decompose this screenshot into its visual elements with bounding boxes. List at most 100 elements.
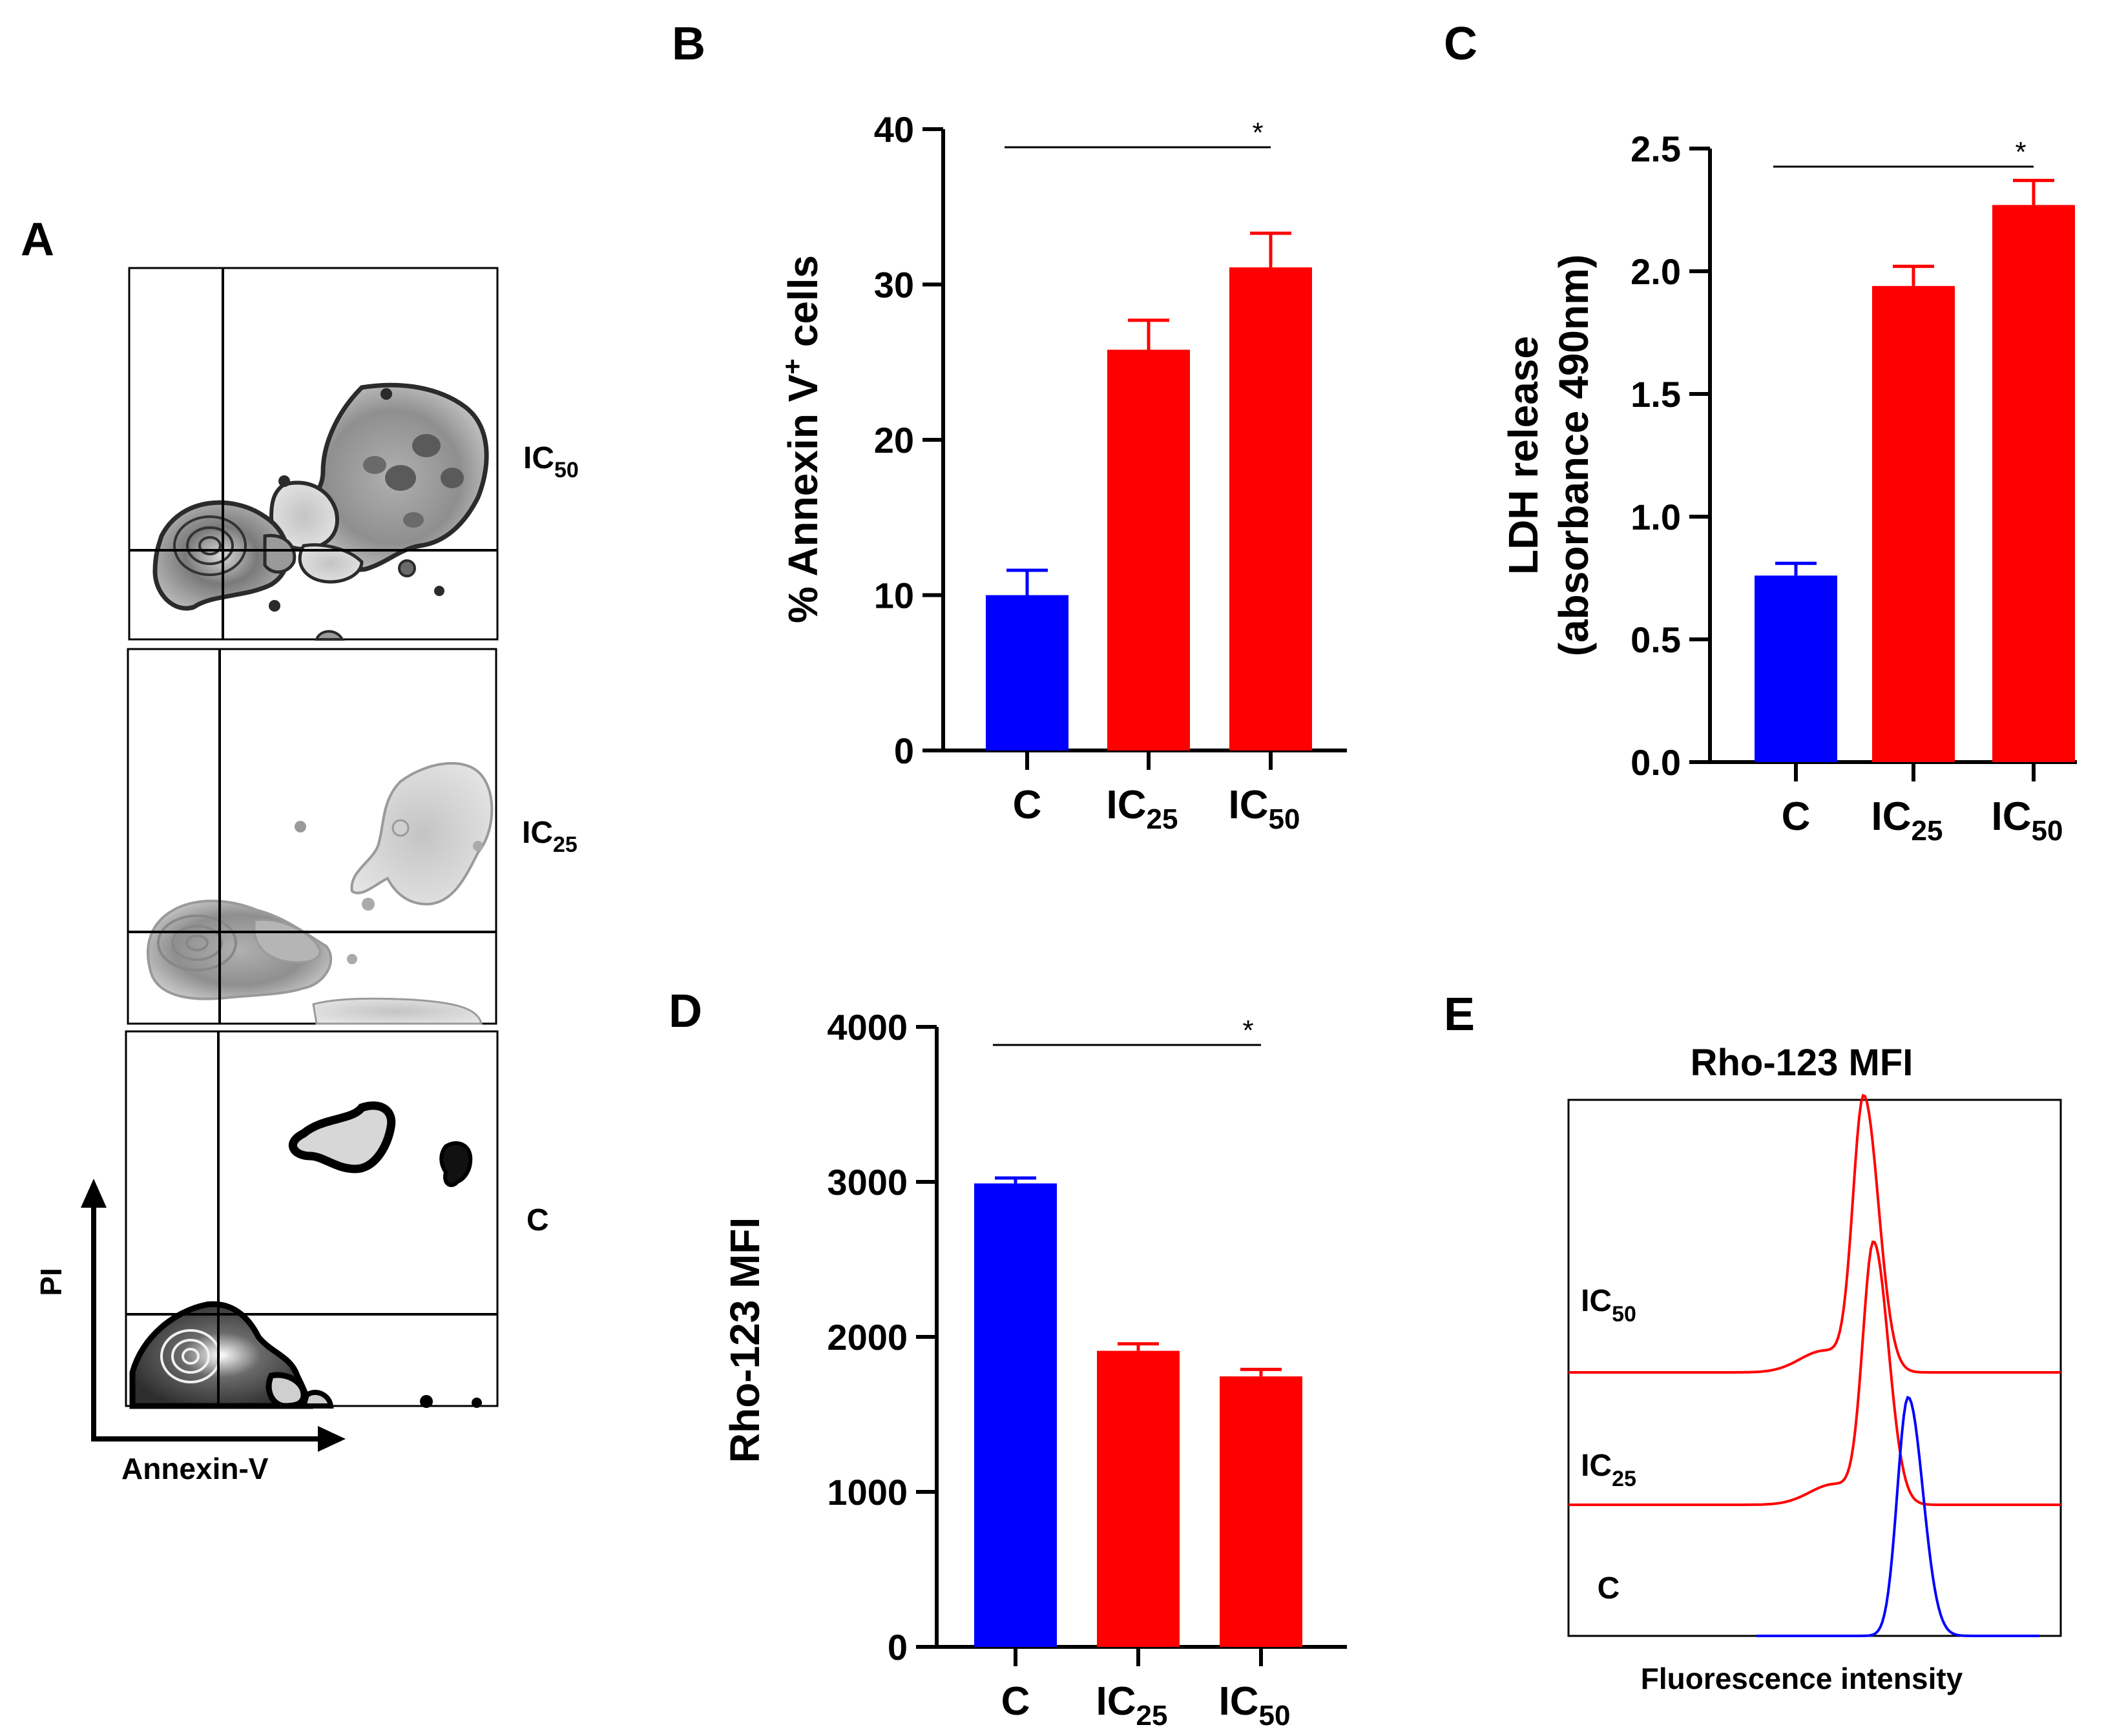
pi-arrowhead-icon bbox=[81, 1179, 107, 1208]
y-tick-label: 2.5 bbox=[1631, 129, 1681, 169]
histogram-frame bbox=[1567, 1099, 2062, 1637]
x-category-label: IC50 bbox=[1229, 783, 1300, 835]
flow-label-ic50: IC50 bbox=[523, 441, 579, 482]
bar-b-2 bbox=[1229, 267, 1312, 750]
flow-plot-ic25: IC25 bbox=[127, 648, 578, 1025]
histogram-series-label: C bbox=[1598, 1571, 1620, 1606]
panel-letter-d: D bbox=[669, 986, 702, 1037]
y-axis-label-suffix: cells bbox=[780, 255, 826, 358]
y-axis-label-pi: PI bbox=[34, 1268, 68, 1296]
x-category-label-sub: 50 bbox=[1269, 803, 1300, 835]
y-tick-label: 2000 bbox=[827, 1317, 908, 1358]
x-category-label: IC25 bbox=[1871, 794, 1943, 847]
y-tick-label: 1.0 bbox=[1631, 497, 1681, 537]
y-tick-label: 0 bbox=[894, 730, 914, 771]
flow-label-control: C bbox=[526, 1203, 549, 1237]
y-axis-label-prefix: % Annexin V bbox=[780, 374, 826, 623]
histogram-series-label-main: C bbox=[1598, 1571, 1620, 1606]
histogram-curve-ic25 bbox=[1568, 1240, 2061, 1506]
significance-star: * bbox=[1242, 1015, 1253, 1046]
annexin-arrowhead-icon bbox=[318, 1426, 346, 1452]
panel-letter-e: E bbox=[1444, 989, 1475, 1040]
bar-chart-ldh: 0.00.51.01.52.02.5C IC25 IC50*LDH release(… bbox=[1500, 129, 2077, 847]
bar-b-0 bbox=[986, 595, 1068, 750]
x-category-label-main: IC bbox=[1096, 1679, 1136, 1724]
y-tick-label: 2.0 bbox=[1631, 251, 1681, 292]
histogram-series-label-sub: 50 bbox=[1612, 1302, 1636, 1327]
x-category-label: IC50 bbox=[1219, 1679, 1291, 1731]
x-category-label-main: C bbox=[1782, 794, 1811, 839]
x-category-label-main: C bbox=[1013, 783, 1042, 827]
x-category-label: C bbox=[1782, 794, 1811, 839]
flow-density-contours bbox=[129, 1101, 482, 1409]
x-category-label-main: IC bbox=[1219, 1679, 1259, 1724]
histogram-curve-ic50 bbox=[1568, 1093, 2061, 1374]
histogram-series-label-main: IC bbox=[1581, 1284, 1612, 1318]
x-category-label-main: IC bbox=[1107, 783, 1147, 827]
bar-c-1 bbox=[1872, 285, 1955, 762]
bar-d-2 bbox=[1220, 1376, 1302, 1647]
y-tick-label: 20 bbox=[874, 420, 914, 460]
x-category-label: IC25 bbox=[1107, 783, 1178, 835]
y-tick-label: 4000 bbox=[827, 1007, 908, 1048]
x-category-label-sub: 50 bbox=[1259, 1700, 1291, 1731]
x-category-label-sub: 25 bbox=[1136, 1700, 1168, 1731]
panel-c: C 0.00.51.01.52.02.5C IC25 IC50*LDH releas… bbox=[1444, 18, 2077, 847]
flow-density-contours bbox=[152, 382, 489, 641]
panel-a: A bbox=[21, 214, 579, 1485]
bar-b-1 bbox=[1107, 349, 1190, 750]
x-category-label-main: IC bbox=[1229, 783, 1269, 827]
y-axis-label: Rho-123 MFI bbox=[722, 1217, 768, 1463]
bar-d-0 bbox=[974, 1183, 1057, 1647]
y-tick-label: 10 bbox=[874, 575, 914, 616]
y-tick-label: 3000 bbox=[827, 1162, 908, 1203]
significance-star: * bbox=[2015, 136, 2026, 168]
x-category-label-main: IC bbox=[1992, 794, 2032, 839]
x-category-label: C bbox=[1001, 1679, 1030, 1724]
histogram-series-label-main: IC bbox=[1581, 1449, 1612, 1483]
flow-label-ic25: IC25 bbox=[522, 816, 578, 857]
histogram-series-label: IC25 bbox=[1581, 1449, 1636, 1491]
x-axis-label-annexin: Annexin-V bbox=[121, 1452, 269, 1485]
y-tick-label: 0.5 bbox=[1631, 619, 1681, 660]
x-category-label: IC25 bbox=[1096, 1679, 1168, 1731]
panel-letter-a: A bbox=[21, 214, 54, 265]
histogram-curve-c bbox=[1756, 1396, 2039, 1637]
panel-letter-c: C bbox=[1444, 18, 1477, 70]
y-tick-label: 30 bbox=[874, 265, 914, 305]
y-tick-label: 1000 bbox=[827, 1472, 908, 1513]
x-category-label-sub: 25 bbox=[1147, 803, 1178, 835]
y-axis-label-sup: + bbox=[777, 358, 808, 375]
x-category-label-main: IC bbox=[1871, 794, 1912, 839]
histogram-x-label: Fluorescence intensity bbox=[1641, 1662, 1963, 1695]
x-category-label-sub: 25 bbox=[1912, 815, 1943, 847]
panel-letter-b: B bbox=[672, 18, 705, 70]
y-tick-label: 1.5 bbox=[1631, 374, 1681, 415]
bar-c-2 bbox=[1992, 205, 2075, 762]
x-category-label: IC50 bbox=[1992, 794, 2063, 847]
y-axis-label: LDH release bbox=[1500, 336, 1547, 575]
y-tick-label: 0 bbox=[888, 1627, 908, 1668]
bar-c-0 bbox=[1755, 575, 1837, 762]
y-axis-label: % Annexin V+ cells bbox=[777, 255, 826, 623]
x-category-label-sub: 50 bbox=[2032, 815, 2063, 847]
significance-star: * bbox=[1252, 117, 1263, 149]
x-category-label: C bbox=[1013, 783, 1042, 827]
flow-axes-arrows: Annexin-V PI bbox=[34, 1179, 346, 1485]
x-category-label-main: C bbox=[1001, 1679, 1030, 1724]
flow-plot-control: C bbox=[125, 1030, 549, 1409]
histogram-series-label: IC50 bbox=[1581, 1284, 1636, 1327]
flow-plot-ic50: IC50 bbox=[128, 267, 579, 641]
y-tick-label: 0.0 bbox=[1631, 742, 1681, 783]
histogram-title: Rho-123 MFI bbox=[1691, 1042, 1913, 1084]
flow-density-contours bbox=[147, 761, 494, 1025]
bar-d-1 bbox=[1097, 1350, 1180, 1647]
y-tick-label: 40 bbox=[874, 109, 914, 150]
